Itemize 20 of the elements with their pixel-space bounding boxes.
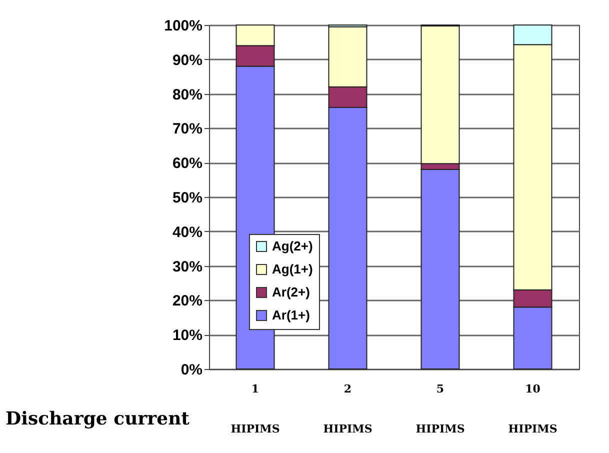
y-tick-label: 90%	[172, 52, 202, 69]
y-tick-label: 100%	[164, 18, 202, 34]
y-tick-label: 30%	[172, 258, 202, 276]
category-label: 1 HIPIMS	[230, 382, 280, 436]
y-tick-label: 10%	[172, 327, 202, 344]
y-tick-label: 70%	[172, 120, 202, 138]
y-tick-label: 20%	[172, 292, 202, 310]
legend-label: Ar(1+)	[272, 308, 310, 322]
legend-label: Ar(2+)	[272, 284, 310, 300]
legend-label: Ag(2+)	[272, 238, 313, 254]
y-tick-label: 40%	[172, 224, 202, 241]
y-tick-label: 0%	[180, 362, 202, 378]
y-tick-label: 80%	[172, 86, 202, 104]
y-tick-label: 50%	[172, 190, 202, 206]
category-label: 2 HIPIMS	[323, 382, 372, 436]
category-label: 5 HIPIMS	[416, 382, 465, 436]
y-tick-label: 60%	[172, 155, 202, 172]
x-axis-title: Discharge current	[6, 408, 190, 430]
legend-label: Ag(1+)	[272, 262, 313, 276]
category-label: 10 HIPIMS	[508, 382, 558, 436]
